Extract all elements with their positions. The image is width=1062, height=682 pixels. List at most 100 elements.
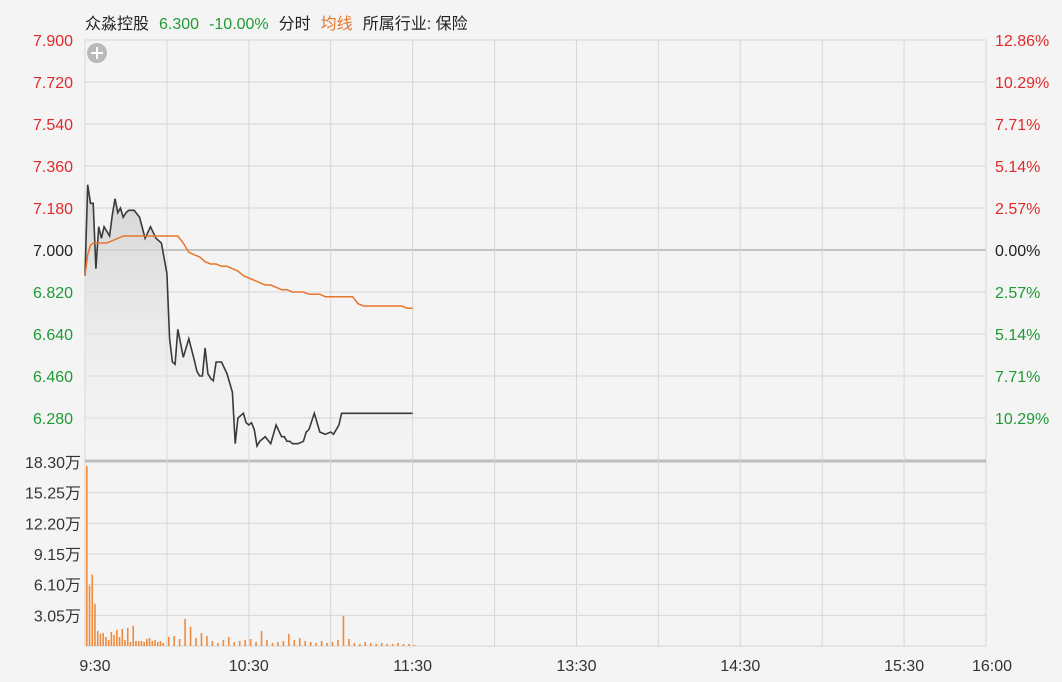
price-lines (84, 184, 413, 449)
volume-bar (298, 637, 301, 646)
volume-bar (282, 640, 285, 646)
percent-tick-label: 5.14% (995, 159, 1040, 176)
volume-tick-label: 15.25万 (25, 486, 81, 503)
time-tick-label: 10:30 (229, 658, 269, 675)
volume-bar (206, 635, 208, 646)
timeshare-mode-label[interactable]: 分时 (278, 16, 311, 33)
volume-bar (304, 640, 307, 646)
percent-tick-label: 5.14% (995, 327, 1040, 344)
chart-grid (84, 39, 987, 647)
price-tick-label: 7.540 (33, 117, 73, 134)
volume-bar (293, 639, 296, 646)
volume-bar (110, 631, 113, 646)
volume-bar (91, 574, 94, 646)
volume-bar (315, 642, 317, 646)
volume-tick-label: 18.30万 (25, 455, 81, 472)
volume-bar (146, 638, 148, 646)
price-tick-label: 7.000 (33, 243, 73, 260)
volume-bar (217, 642, 219, 646)
volume-bar (200, 632, 203, 646)
volume-bar (99, 633, 102, 646)
price-area-fill (85, 184, 413, 460)
volume-tick-label: 3.05万 (34, 608, 81, 625)
volume-bar (151, 640, 154, 646)
volume-bar (260, 630, 263, 646)
volume-bar (255, 641, 257, 646)
price-tick-label: 6.280 (33, 411, 73, 428)
volume-bar (156, 641, 159, 646)
volume-bar (337, 639, 339, 646)
volume-bar (277, 641, 279, 646)
volume-bar (159, 640, 162, 646)
volume-bar (233, 641, 236, 646)
volume-bar (116, 629, 118, 646)
volume-bar (342, 615, 345, 646)
volume-bar (211, 640, 214, 646)
price-tick-label: 6.460 (33, 369, 73, 386)
current-price: 6.300 (159, 16, 200, 33)
volume-bar (353, 642, 356, 646)
price-tick-label: 7.720 (33, 75, 73, 92)
chart-frame (84, 39, 987, 647)
percent-tick-label: 7.71% (995, 369, 1040, 386)
time-tick-label: 16:00 (972, 658, 1012, 675)
volume-bar (222, 639, 225, 646)
volume-bar (238, 640, 241, 646)
stock-name: 众淼控股 (85, 16, 150, 33)
stock-header: 众淼控股 6.300 -10.00% 分时 均线 所属行业: 保险 (85, 10, 478, 33)
volume-bar (167, 636, 170, 646)
volume-bar (102, 632, 104, 646)
volume-bar (86, 466, 88, 646)
axis-labels: 7.900 12.86% 7.720 10.29% 7.540 7.71% 7.360 5.1… (25, 33, 1049, 675)
percent-tick-label: 2.57% (995, 285, 1040, 302)
volume-bar (320, 640, 323, 646)
volume-bar (397, 642, 399, 646)
volume-bar (96, 630, 99, 646)
volume-bar (121, 628, 124, 646)
add-indicator-icon[interactable] (87, 43, 107, 63)
volume-bar (359, 643, 361, 646)
volume-bar (244, 639, 246, 646)
volume-bar (271, 642, 274, 646)
volume-bar (94, 603, 96, 646)
time-tick-label: 14:30 (720, 658, 760, 675)
volume-tick-label: 12.20万 (25, 516, 81, 533)
volume-bar (143, 641, 145, 646)
volume-bar (266, 639, 268, 646)
volume-bar (331, 641, 334, 646)
volume-bar (154, 639, 156, 646)
volume-bar (408, 643, 410, 646)
volume-bar (137, 640, 140, 646)
price-tick-label: 7.360 (33, 159, 73, 176)
volume-bar (348, 638, 350, 646)
volume-bar (369, 642, 372, 646)
volume-bar (386, 643, 388, 646)
time-tick-label: 11:30 (393, 658, 432, 675)
volume-bar (162, 642, 165, 646)
price-area (85, 184, 413, 460)
volume-bar (184, 618, 186, 646)
volume-bar (413, 644, 416, 646)
percent-tick-label: 12.86% (995, 33, 1049, 50)
volume-bar (364, 641, 367, 646)
price-tick-label: 6.640 (33, 327, 73, 344)
volume-bar (148, 637, 151, 646)
volume-bar (189, 626, 192, 646)
volume-bars (86, 466, 416, 646)
volume-bar (309, 641, 312, 646)
volume-bar (375, 643, 378, 646)
volume-bar (105, 636, 107, 646)
volume-tick-label: 9.15万 (34, 547, 81, 564)
volume-bar (132, 625, 135, 646)
volume-bar (126, 627, 129, 646)
price-line (84, 184, 413, 449)
price-tick-label: 6.820 (33, 285, 73, 302)
average-price-line (84, 235, 413, 310)
percent-tick-label: 10.29% (995, 411, 1049, 428)
volume-bar (227, 636, 230, 646)
industry-label[interactable]: 所属行业: 保险 (362, 16, 468, 33)
change-percent: -10.00% (209, 16, 269, 33)
avg-line-legend[interactable]: 均线 (320, 16, 353, 33)
price-tick-label: 7.180 (33, 201, 73, 218)
